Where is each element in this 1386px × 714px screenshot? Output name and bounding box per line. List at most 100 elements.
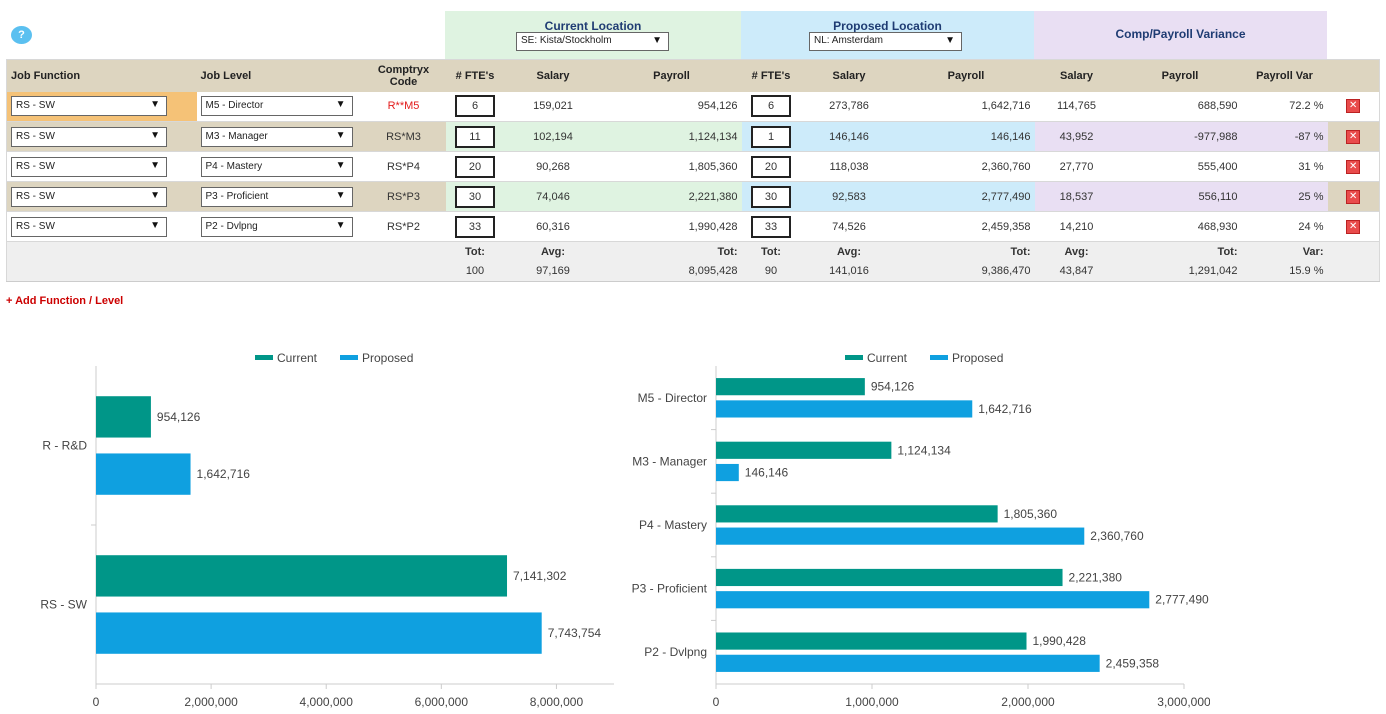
data-label: 2,221,380 — [1069, 570, 1123, 584]
bar-proposed — [716, 463, 739, 482]
x-tick-label: 4,000,000 — [300, 695, 354, 709]
bar-proposed — [716, 591, 1150, 609]
category-label: P4 - Mastery — [639, 518, 707, 532]
data-label: 146,146 — [745, 466, 789, 480]
proposed-fte-input[interactable]: 20 — [751, 155, 791, 178]
tot-label: Tot: — [601, 241, 742, 262]
current-fte-input[interactable]: 33 — [455, 215, 495, 238]
totals-value-row: 100 97,169 8,095,428 90 141,016 9,386,47… — [6, 261, 1380, 282]
tot-label: Tot: — [1118, 241, 1242, 262]
category-label: P3 - Proficient — [632, 582, 708, 596]
job-level-value: P4 - Mastery — [205, 160, 263, 172]
tot-value: 1,291,042 — [1118, 261, 1242, 282]
add-function-level-link[interactable]: + Add Function / Level — [6, 295, 124, 307]
function-payroll-chart: Current Proposed 0 2,000,000 4,000,000 6,000,… — [40, 351, 614, 709]
x-tick-label: 2,000,000 — [1001, 695, 1055, 709]
job-level-select[interactable]: M5 - Director ▼ — [200, 96, 353, 117]
variance-header: Comp/Payroll Variance — [1034, 11, 1327, 59]
category-label: P2 - Dvlpng — [644, 645, 707, 659]
current-fte-input[interactable]: 20 — [455, 155, 495, 178]
proposed-salary: 74,526 — [800, 211, 898, 242]
job-function-select[interactable]: RS - SW ▼ — [11, 96, 167, 117]
col-code: Comptryx Code — [361, 59, 446, 92]
variance-payroll: -977,988 — [1118, 121, 1242, 152]
help-question-icon[interactable]: ? — [11, 26, 32, 44]
job-function-value: RS - SW — [16, 220, 55, 232]
bar-proposed — [716, 527, 1085, 545]
delete-row-icon[interactable]: ✕ — [1346, 159, 1361, 174]
legend-label: Current — [277, 351, 318, 365]
job-level-select[interactable]: M3 - Manager ▼ — [200, 126, 353, 147]
current-fte-input[interactable]: 11 — [455, 125, 495, 148]
current-fte-input[interactable]: 6 — [455, 95, 495, 118]
proposed-fte-input[interactable]: 33 — [751, 215, 791, 238]
job-level-select[interactable]: P3 - Proficient ▼ — [200, 186, 353, 207]
legend-swatch — [340, 355, 358, 360]
job-function-select[interactable]: RS - SW ▼ — [11, 126, 167, 147]
current-fte-input[interactable]: 30 — [455, 185, 495, 208]
tot-label: Avg: — [800, 241, 898, 262]
proposed-fte-input[interactable]: 30 — [751, 185, 791, 208]
tot-value: 43,847 — [1034, 261, 1119, 282]
data-label: 1,990,428 — [1033, 634, 1087, 648]
tot-value: 90 — [741, 261, 801, 282]
current-payroll: 954,126 — [601, 91, 742, 122]
legend-swatch — [255, 355, 273, 360]
current-location-select[interactable]: SE: Kista/Stockholm ▼ — [516, 32, 669, 51]
proposed-location-select[interactable]: NL: Amsterdam ▼ — [809, 32, 962, 51]
delete-row-icon[interactable]: ✕ — [1346, 99, 1361, 114]
delete-row-icon[interactable]: ✕ — [1346, 129, 1361, 144]
x-tick-label: 0 — [93, 695, 100, 709]
chevron-down-icon: ▼ — [150, 99, 160, 111]
col-cur-payroll: Payroll — [601, 59, 742, 92]
current-location-value: SE: Kista/Stockholm — [521, 35, 612, 46]
job-function-select[interactable]: RS - SW ▼ — [11, 186, 167, 207]
comptryx-code: R**M5 — [361, 91, 446, 122]
tot-label: Avg: — [504, 241, 602, 262]
legend-swatch — [845, 355, 863, 360]
tot-label: Tot: — [897, 241, 1035, 262]
proposed-payroll: 146,146 — [897, 121, 1035, 152]
current-payroll: 1,124,134 — [601, 121, 742, 152]
data-label: 1,642,716 — [978, 402, 1032, 416]
data-label: 1,642,716 — [197, 467, 251, 481]
bar-current — [716, 378, 865, 396]
variance-salary: 14,210 — [1034, 211, 1119, 242]
job-level-select[interactable]: P4 - Mastery ▼ — [200, 156, 353, 177]
proposed-location-header: Proposed Location NL: Amsterdam ▼ — [741, 11, 1034, 59]
current-payroll: 2,221,380 — [601, 181, 742, 212]
table-row: RS - SW ▼ P4 - Mastery ▼ RS*P4 20 90,268 1,805,… — [6, 151, 1380, 182]
current-salary: 102,194 — [504, 121, 602, 152]
job-function-select[interactable]: RS - SW ▼ — [11, 216, 167, 237]
job-level-value: M5 - Director — [205, 100, 264, 112]
totals-label-row: Tot: Avg: Tot: Tot: Avg: Tot: Avg: Tot: … — [6, 241, 1380, 262]
chevron-down-icon: ▼ — [945, 35, 955, 46]
job-level-select[interactable]: P2 - Dvlpng ▼ — [200, 216, 353, 237]
delete-row-icon[interactable]: ✕ — [1346, 219, 1361, 234]
bar-current — [716, 441, 892, 459]
delete-row-icon[interactable]: ✕ — [1346, 189, 1361, 204]
current-salary: 60,316 — [504, 211, 602, 242]
data-label: 954,126 — [157, 410, 201, 424]
chevron-down-icon: ▼ — [652, 35, 662, 46]
variance-pct: 72.2 % — [1241, 91, 1328, 122]
chevron-down-icon: ▼ — [150, 159, 160, 171]
bar-proposed — [96, 453, 191, 495]
chevron-down-icon: ▼ — [335, 189, 346, 201]
job-function-select[interactable]: RS - SW ▼ — [11, 156, 167, 177]
variance-pct: 25 % — [1241, 181, 1328, 212]
proposed-payroll: 2,459,358 — [897, 211, 1035, 242]
comp-table: Job Function Job Level Comptryx Code # F… — [6, 59, 1380, 282]
data-label: 7,743,754 — [548, 626, 602, 640]
proposed-fte-input[interactable]: 6 — [751, 95, 791, 118]
bar-current — [716, 505, 998, 523]
x-tick-label: 2,000,000 — [184, 695, 238, 709]
col-var-pct: Payroll Var — [1241, 59, 1328, 92]
col-cur-fte: # FTE's — [445, 59, 505, 92]
proposed-payroll: 1,642,716 — [897, 91, 1035, 122]
data-label: 2,777,490 — [1155, 593, 1209, 607]
variance-salary: 18,537 — [1034, 181, 1119, 212]
x-tick-label: 8,000,000 — [530, 695, 584, 709]
proposed-fte-input[interactable]: 1 — [751, 125, 791, 148]
x-tick-label: 0 — [713, 695, 720, 709]
